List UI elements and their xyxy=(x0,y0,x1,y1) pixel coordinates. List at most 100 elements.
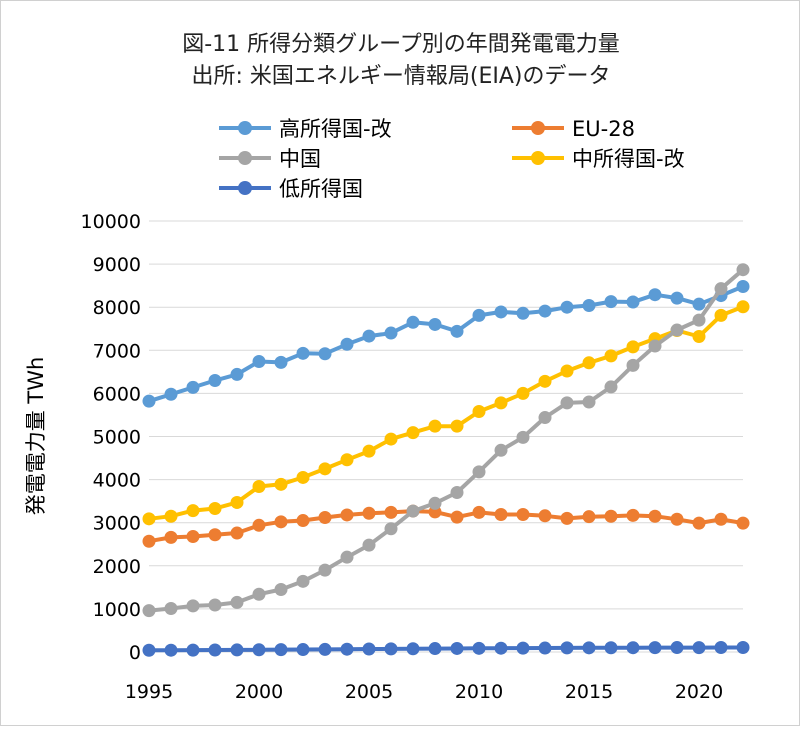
data-point xyxy=(450,486,464,500)
data-point xyxy=(428,317,442,331)
data-point xyxy=(208,598,222,612)
y-tick-label: 8000 xyxy=(93,297,141,319)
data-point xyxy=(142,394,156,408)
data-point xyxy=(714,308,728,322)
data-point xyxy=(538,411,552,425)
data-point xyxy=(186,643,200,657)
data-point xyxy=(428,496,442,510)
series-line xyxy=(148,284,744,404)
series-line xyxy=(148,509,744,544)
series-line xyxy=(148,304,744,521)
data-point xyxy=(208,643,222,657)
data-point xyxy=(494,641,508,655)
data-point xyxy=(692,297,706,311)
data-point xyxy=(450,510,464,524)
data-point xyxy=(362,642,376,656)
data-point xyxy=(406,642,420,656)
data-point xyxy=(142,604,156,618)
data-point xyxy=(604,380,618,394)
data-point xyxy=(560,364,574,378)
data-point xyxy=(648,641,662,655)
data-point xyxy=(736,280,750,294)
data-point xyxy=(340,337,354,351)
data-point xyxy=(692,313,706,327)
data-point xyxy=(450,641,464,655)
data-point xyxy=(252,479,266,493)
data-point xyxy=(362,444,376,458)
data-point xyxy=(384,326,398,340)
data-point xyxy=(230,643,244,657)
data-point xyxy=(494,508,508,522)
data-point xyxy=(560,641,574,655)
data-point xyxy=(252,587,266,601)
data-point xyxy=(736,640,750,654)
data-point xyxy=(296,346,310,360)
data-point xyxy=(692,516,706,530)
data-point xyxy=(714,512,728,526)
series-4 xyxy=(142,640,750,657)
series-1 xyxy=(142,504,750,548)
data-point xyxy=(538,641,552,655)
x-tick-label: 2005 xyxy=(345,681,393,703)
data-point xyxy=(692,330,706,344)
data-point xyxy=(186,504,200,518)
y-tick-label: 2000 xyxy=(93,556,141,578)
data-point xyxy=(340,508,354,522)
data-point xyxy=(208,373,222,387)
data-point xyxy=(560,300,574,314)
data-point xyxy=(186,599,200,613)
data-point xyxy=(340,453,354,467)
data-point xyxy=(164,509,178,523)
data-point xyxy=(714,282,728,296)
data-point xyxy=(582,510,596,524)
data-point xyxy=(274,515,288,529)
data-point xyxy=(714,641,728,655)
data-point xyxy=(230,495,244,509)
data-point xyxy=(670,512,684,526)
data-point xyxy=(252,518,266,532)
data-point xyxy=(626,295,640,309)
series-line xyxy=(148,645,743,653)
data-point xyxy=(648,509,662,523)
data-point xyxy=(450,324,464,338)
data-point xyxy=(626,508,640,522)
data-point xyxy=(186,380,200,394)
data-point xyxy=(274,477,288,491)
data-point xyxy=(472,465,486,479)
data-point xyxy=(142,643,156,657)
data-point xyxy=(164,643,178,657)
series-3 xyxy=(142,300,750,526)
legend-marker xyxy=(238,121,252,135)
data-point xyxy=(340,642,354,656)
data-point xyxy=(516,508,530,522)
data-point xyxy=(428,642,442,656)
legend-item: 中所得国-改 xyxy=(512,147,685,171)
data-point xyxy=(142,534,156,548)
chart-title: 図-11 所得分類グループ別の年間発電電力量 xyxy=(182,32,620,57)
y-tick-label: 6000 xyxy=(93,383,141,405)
data-point xyxy=(538,374,552,388)
legend-marker xyxy=(531,121,545,135)
data-point xyxy=(384,522,398,536)
legend-marker xyxy=(238,181,252,195)
y-tick-label: 0 xyxy=(129,642,141,664)
data-point xyxy=(648,288,662,302)
data-point xyxy=(582,641,596,655)
data-point xyxy=(736,263,750,277)
data-point xyxy=(208,501,222,515)
data-point xyxy=(208,528,222,542)
data-point xyxy=(582,356,596,370)
data-point xyxy=(296,470,310,484)
data-point xyxy=(604,641,618,655)
data-point xyxy=(648,339,662,353)
x-tick-label: 2010 xyxy=(455,681,503,703)
x-tick-label: 2015 xyxy=(565,681,613,703)
y-axis-ticks: 0 1000 2000 3000 4000 5000 6000 7000 8000 9000 100… xyxy=(81,211,141,664)
data-point xyxy=(428,419,442,433)
data-point xyxy=(736,300,750,314)
legend-item: EU-28 xyxy=(512,117,635,141)
y-tick-label: 4000 xyxy=(93,470,141,492)
chart-subtitle: 出所: 米国エネルギー情報局(EIA)のデータ xyxy=(191,64,610,89)
